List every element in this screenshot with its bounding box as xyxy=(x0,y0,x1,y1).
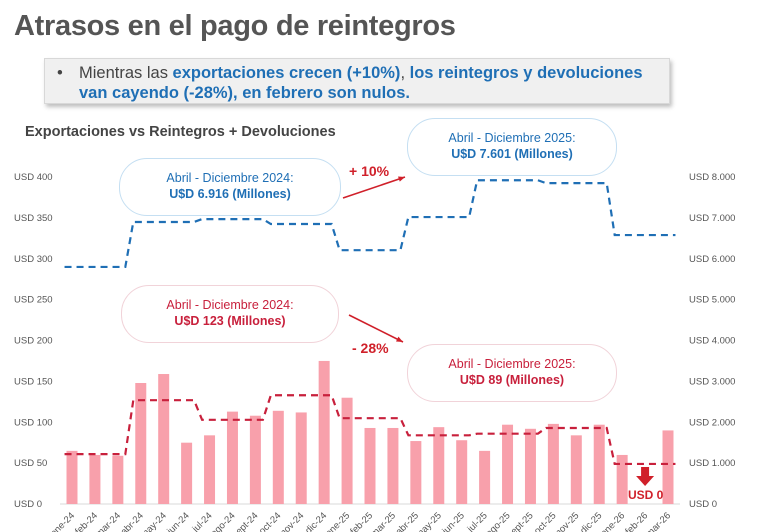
summary-highlight-reintegros: los reintegros y devoluciones xyxy=(409,64,643,82)
exports-change-label: + 10% xyxy=(349,163,390,179)
exports-avg-line xyxy=(64,179,676,269)
callout-value: U$D 6.916 (Millones) xyxy=(169,187,291,201)
left-axis-tick-label: USD 50 xyxy=(14,458,47,469)
feb-zero-label: USD 0 xyxy=(628,488,664,502)
right-axis-tick-label: USD 3.000 xyxy=(689,376,735,387)
left-axis-tick-label: USD 0 xyxy=(14,499,42,510)
callout-label: Abril - Diciembre 2025: xyxy=(448,131,576,145)
reintegros-2025-callout: Abril - Diciembre 2025: U$D 89 (Millones… xyxy=(407,344,617,402)
bar-dic-24 xyxy=(318,360,330,504)
page-title: Atrasos en el pago de reintegros xyxy=(14,10,456,42)
left-axis-tick-label: USD 400 xyxy=(14,172,53,183)
left-axis-tick-label: USD 150 xyxy=(14,376,53,387)
summary-highlight-exports: exportaciones crecen (+10%) xyxy=(172,64,401,82)
callout-value: U$D 123 (Millones) xyxy=(174,314,286,328)
bar-mar-24 xyxy=(112,455,124,504)
exports-2025-callout: Abril - Diciembre 2025: U$D 7.601 (Millo… xyxy=(407,118,617,176)
right-axis-tick-label: USD 7.000 xyxy=(689,213,735,224)
bar-ene-26 xyxy=(616,454,628,504)
exports-2024-callout: Abril - Diciembre 2024: U$D 6.916 (Millo… xyxy=(119,158,341,216)
left-axis-tick-label: USD 300 xyxy=(14,254,53,265)
right-axis-tick-label: USD 6.000 xyxy=(689,254,735,265)
summary-callout: • Mientras las exportaciones crecen (+10%… xyxy=(44,58,670,104)
bar-ene-25 xyxy=(341,397,353,504)
x-axis-tick-label: jun-24 xyxy=(165,510,192,532)
bar-feb-25 xyxy=(364,427,376,504)
bar-sept-24 xyxy=(249,415,261,504)
bar-sept-25 xyxy=(524,428,536,504)
left-axis-tick-label: USD 250 xyxy=(14,295,53,306)
right-axis-tick-label: USD 5.000 xyxy=(689,295,735,306)
exports-up-arrow xyxy=(342,176,406,199)
x-axis-tick-label: jun-25 xyxy=(440,510,467,532)
callout-label: Abril - Diciembre 2024: xyxy=(166,171,294,185)
left-axis-tick-label: USD 350 xyxy=(14,213,53,224)
bar-jul-25 xyxy=(479,450,491,504)
feb-zero-down-arrow-icon xyxy=(636,467,655,486)
right-axis-tick-label: USD 0 xyxy=(689,499,717,510)
bar-jun-25 xyxy=(456,440,468,504)
right-axis-tick-label: USD 2.000 xyxy=(689,417,735,428)
reintegros-change-label: - 28% xyxy=(352,340,389,356)
bar-dic-25 xyxy=(593,424,605,504)
bar-mar-25 xyxy=(387,427,399,504)
summary-highlight-decline: van cayendo (-28%), en febrero son nulos… xyxy=(79,84,410,102)
bar-abr-25 xyxy=(410,441,422,504)
bullet-dot: • xyxy=(57,64,63,82)
right-axis-tick-label: USD 1.000 xyxy=(689,458,735,469)
x-axis-tick-label: mar-26 xyxy=(644,510,673,532)
summary-text: , xyxy=(400,64,410,82)
chart-title: Exportaciones vs Reintegros + Devolucion… xyxy=(25,124,336,140)
left-axis-tick-label: USD 200 xyxy=(14,336,53,347)
bar-nov-25 xyxy=(570,435,582,504)
reintegros-2024-callout: Abril - Diciembre 2024: U$D 123 (Millone… xyxy=(121,285,339,343)
callout-label: Abril - Diciembre 2024: xyxy=(166,298,294,312)
bar-jun-24 xyxy=(181,442,193,504)
callout-label: Abril - Diciembre 2025: xyxy=(448,357,576,371)
bar-jul-24 xyxy=(204,435,216,504)
bar-nov-24 xyxy=(295,412,307,504)
bar-abr-24 xyxy=(135,383,147,504)
bar-ago-25 xyxy=(502,424,514,504)
right-axis-tick-label: USD 4.000 xyxy=(689,336,735,347)
right-axis-tick-label: USD 8.000 xyxy=(689,172,735,183)
bar-feb-24 xyxy=(89,454,101,504)
exports-up-arrow-head xyxy=(398,176,405,182)
bar-ene-24 xyxy=(66,450,78,504)
left-axis-tick-label: USD 100 xyxy=(14,417,53,428)
reintegros-down-arrow xyxy=(348,314,404,343)
bar-oct-24 xyxy=(272,410,284,504)
reintegros-down-arrow-head xyxy=(396,336,403,342)
bar-ago-24 xyxy=(226,411,238,504)
bar-may-25 xyxy=(433,427,445,504)
bar-may-24 xyxy=(158,374,170,504)
reintegros-avg-line xyxy=(64,394,676,466)
callout-value: U$D 89 (Millones) xyxy=(459,373,565,387)
summary-text: Mientras las xyxy=(79,64,173,82)
callout-value: U$D 7.601 (Millones) xyxy=(451,147,573,161)
bar-oct-25 xyxy=(547,423,559,504)
bar-mar-26 xyxy=(662,430,674,504)
